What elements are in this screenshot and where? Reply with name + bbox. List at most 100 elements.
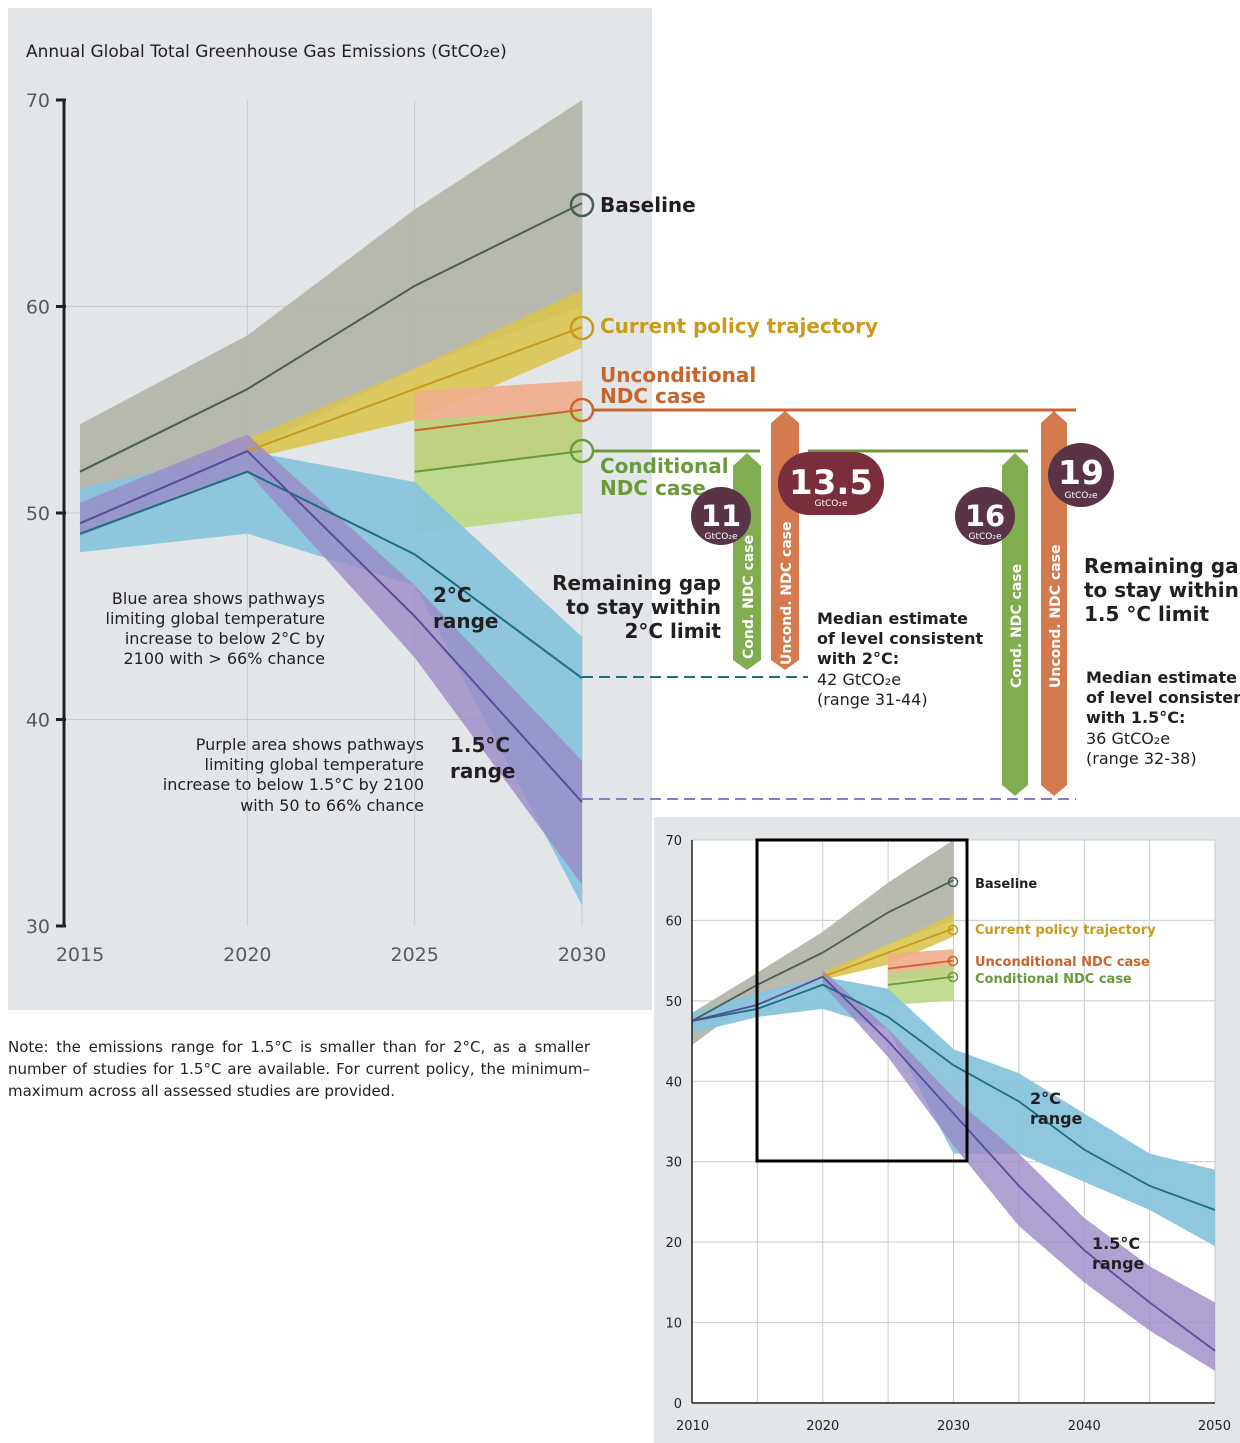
inset-x-tick-2030: 2030 bbox=[937, 1419, 970, 1434]
inset-legend-uncond: Unconditional NDC case bbox=[975, 955, 1150, 970]
gap-15c-title-line2: to stay within bbox=[1084, 578, 1239, 602]
blue-note-line1: Blue area shows pathways bbox=[112, 589, 325, 608]
footnote: Note: the emissions range for 1.5°C is s… bbox=[8, 1038, 590, 1100]
main-y-tick-60: 60 bbox=[26, 297, 50, 319]
inset-x-tick-2050: 2050 bbox=[1198, 1419, 1231, 1434]
main-chart-title: Annual Global Total Greenhouse Gas Emiss… bbox=[26, 42, 507, 62]
cond-ndc-label-line2: NDC case bbox=[600, 476, 706, 500]
line-15c-range bbox=[79, 449, 583, 803]
median-15c-line5: (range 32-38) bbox=[1086, 749, 1197, 768]
inset-line-conditional-ndc-case bbox=[888, 975, 954, 986]
line-conditional-ndc-case bbox=[414, 450, 583, 473]
inset-lines bbox=[691, 879, 1216, 1352]
inset-band-current-policy bbox=[822, 913, 954, 980]
gap-2c-title-line2: to stay within bbox=[566, 595, 721, 619]
gap-2c-uncond-unit: GtCO₂e bbox=[814, 499, 847, 509]
gap-15c-title-line1: Remaining gap bbox=[1084, 554, 1240, 578]
inset-line-current-policy-trajectory bbox=[822, 927, 954, 978]
median-15c-line2: of level consistent bbox=[1086, 688, 1240, 707]
inset-x-tick-2040: 2040 bbox=[1068, 1419, 1101, 1434]
main-x-tick-2015: 2015 bbox=[56, 944, 104, 966]
band-conditional-ndc-case bbox=[414, 409, 582, 534]
gap-15c-cond-unit: GtCO₂e bbox=[968, 532, 1001, 542]
inset-y-tick-50: 50 bbox=[665, 995, 682, 1010]
gap-2c-uncond-value: 13.5 bbox=[789, 463, 873, 503]
range-15c-label-line1: 1.5°C bbox=[450, 733, 510, 757]
inset-y-tick-70: 70 bbox=[665, 834, 682, 849]
current-policy-label: Current policy trajectory bbox=[600, 314, 878, 338]
blue-note-line4: 2100 with > 66% chance bbox=[124, 649, 326, 668]
gap-15c-cond-bar-label: Cond. NDC case bbox=[1009, 564, 1025, 688]
inset-line-2c-range bbox=[691, 983, 1216, 1211]
gap-15c-cond-value: 16 bbox=[965, 499, 1005, 533]
main-y-tick-30: 30 bbox=[26, 916, 50, 938]
purple-note-line1: Purple area shows pathways bbox=[196, 735, 424, 754]
baseline-label: Baseline bbox=[600, 193, 696, 217]
gap-15c-uncond-bar-label: Uncond. NDC case bbox=[1048, 545, 1064, 689]
main-bands bbox=[80, 100, 583, 906]
range-15c-label-line2: range bbox=[450, 759, 515, 783]
gap-15c-uncond-value: 19 bbox=[1058, 453, 1104, 492]
band-current-policy-trajectory bbox=[247, 289, 583, 460]
blue-note-line3: increase to below 2°C by bbox=[125, 629, 325, 648]
inset-baseline-marker bbox=[947, 876, 959, 888]
current-policy-marker bbox=[569, 315, 595, 341]
purple-note-line2: limiting global temperature bbox=[205, 755, 424, 774]
inset-y-tick-10: 10 bbox=[665, 1317, 682, 1332]
band-15c-range bbox=[80, 434, 582, 885]
inset-range-15c-line2: range bbox=[1092, 1254, 1145, 1273]
gap-2c-uncond-bubble bbox=[778, 452, 884, 515]
range-2c-label-line1: 2°C bbox=[433, 583, 472, 607]
gap-2c-uncond-bar-label: Uncond. NDC case bbox=[779, 522, 795, 666]
main-y-tick-50: 50 bbox=[26, 503, 50, 525]
median-2c-line2: of level consistent bbox=[817, 629, 983, 648]
line-unconditional-ndc-case bbox=[414, 408, 583, 432]
inset-y-tick-0: 0 bbox=[674, 1397, 682, 1412]
main-x-tick-2025: 2025 bbox=[390, 944, 438, 966]
median-2c-line4: 42 GtCO₂e bbox=[817, 670, 901, 689]
blue-note-line2: limiting global temperature bbox=[106, 609, 325, 628]
median-15c-line3: with 1.5°C: bbox=[1086, 708, 1185, 727]
gap-2c-cond-bubble bbox=[691, 487, 751, 545]
inset-line-baseline bbox=[691, 879, 954, 1022]
inset-range-2c-line1: 2°C bbox=[1030, 1089, 1061, 1108]
uncond-ndc-label-line1: Unconditional bbox=[600, 363, 756, 387]
purple-area-note: Purple area shows pathways limiting glob… bbox=[163, 735, 424, 815]
band-baseline bbox=[80, 100, 582, 503]
main-y-tick-40: 40 bbox=[26, 710, 50, 732]
main-axes: 70 60 50 40 30 2015 2020 2025 2030 bbox=[26, 90, 606, 966]
main-y-tick-70: 70 bbox=[26, 90, 50, 112]
purple-note-line4: with 50 to 66% chance bbox=[240, 796, 424, 815]
band-2c-range bbox=[80, 451, 582, 906]
median-2c-line5: (range 31-44) bbox=[817, 690, 928, 709]
uncond-ndc-label-line2: NDC case bbox=[600, 384, 706, 408]
inset-highlight-box bbox=[755, 838, 969, 1163]
inset-range-2c-line2: range bbox=[1030, 1109, 1083, 1128]
gap-2c-cond-bar-label: Cond. NDC case bbox=[741, 535, 757, 659]
gap-15c-uncond-unit: GtCO₂e bbox=[1064, 491, 1097, 501]
inset-line-unconditional-ndc-case bbox=[888, 959, 954, 970]
median-2c-line1: Median estimate bbox=[817, 609, 968, 628]
inset-range-15c-line1: 1.5°C bbox=[1092, 1234, 1140, 1253]
range-2c-label-line2: range bbox=[433, 609, 498, 633]
gap-15c-title: Remaining gap to stay within 1.5 °C limi… bbox=[1084, 554, 1240, 626]
gap-15c-cond-bubble bbox=[955, 487, 1015, 545]
main-x-tick-2020: 2020 bbox=[223, 944, 271, 966]
inset-cond-marker bbox=[947, 971, 959, 983]
inset-y-tick-60: 60 bbox=[665, 914, 682, 929]
inset-uncond-marker bbox=[947, 955, 959, 967]
inset-x-tick-2010: 2010 bbox=[676, 1419, 709, 1434]
inset-legend-baseline: Baseline bbox=[975, 877, 1037, 892]
blue-area-note: Blue area shows pathways limiting global… bbox=[106, 589, 325, 668]
inset-legend-cond: Conditional NDC case bbox=[975, 972, 1132, 987]
gap-2c-title-line3: 2°C limit bbox=[624, 619, 721, 643]
inset-y-tick-20: 20 bbox=[665, 1236, 682, 1251]
gap-15c-uncond-bar bbox=[1041, 411, 1067, 796]
inset-y-tick-30: 30 bbox=[665, 1156, 682, 1171]
inset-band-cond-ndc bbox=[888, 964, 954, 1005]
gap-2c-title-line1: Remaining gap bbox=[552, 571, 721, 595]
inset-y-tick-40: 40 bbox=[665, 1075, 682, 1090]
median-2c-line3: with 2°C: bbox=[817, 649, 899, 668]
